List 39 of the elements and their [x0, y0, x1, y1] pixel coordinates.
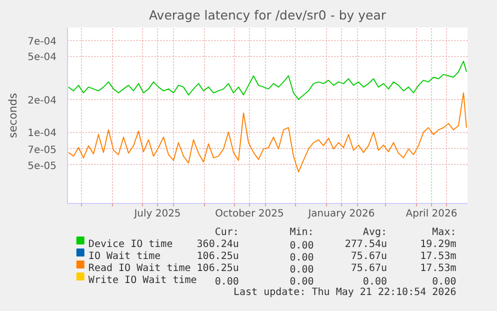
text: 17.53m: [420, 263, 456, 274]
line-series: [68, 92, 467, 172]
text: 0.00: [362, 276, 388, 288]
y-tick-label: 1e-04: [28, 128, 57, 140]
text: 17.53m: [420, 251, 456, 262]
x-tick-label: October 2025: [215, 208, 284, 220]
legend-label: IO Wait time: [88, 251, 161, 262]
text: 0.00: [290, 264, 314, 276]
text: 360.24u: [196, 239, 239, 250]
text: 0.00: [290, 252, 314, 264]
legend-label: Write IO Wait time: [88, 275, 197, 286]
text: Cur:: [214, 227, 239, 238]
y-tick-label: 7e-05: [28, 144, 57, 156]
y-tick-label: 5e-05: [28, 160, 57, 172]
y-tick-label: 5e-04: [28, 52, 57, 64]
y-axis-title: seconds: [6, 92, 20, 138]
text: Last update: Thu May 21 22:10:54 2026: [233, 287, 456, 298]
x-tick-label: July 2025: [133, 208, 181, 220]
text: Max:: [432, 227, 456, 238]
y-tick-label: 7e-04: [28, 36, 57, 48]
text: 277.54u: [344, 239, 388, 250]
text: Min:: [290, 227, 314, 238]
text: 75.67u: [350, 251, 388, 262]
text: 0.00: [290, 240, 314, 252]
text: 19.29m: [420, 239, 456, 250]
text: 106.25u: [196, 263, 239, 274]
y-tick-label: 2e-04: [28, 95, 57, 106]
text: 0.00: [290, 276, 314, 288]
legend-label: Read IO Wait time: [88, 263, 191, 274]
text: 0.00: [432, 276, 456, 288]
x-tick-label: January 2026: [307, 208, 375, 220]
text: 0.00: [214, 276, 239, 288]
text: 75.67u: [350, 263, 388, 274]
text: 106.25u: [196, 251, 239, 262]
chart-title: Average latency for /dev/sr0 - by year: [148, 8, 387, 22]
legend-label: Device IO time: [88, 239, 173, 250]
x-tick-label: April 2026: [406, 208, 458, 220]
text: Avg:: [362, 227, 388, 238]
line-series: [68, 60, 467, 100]
